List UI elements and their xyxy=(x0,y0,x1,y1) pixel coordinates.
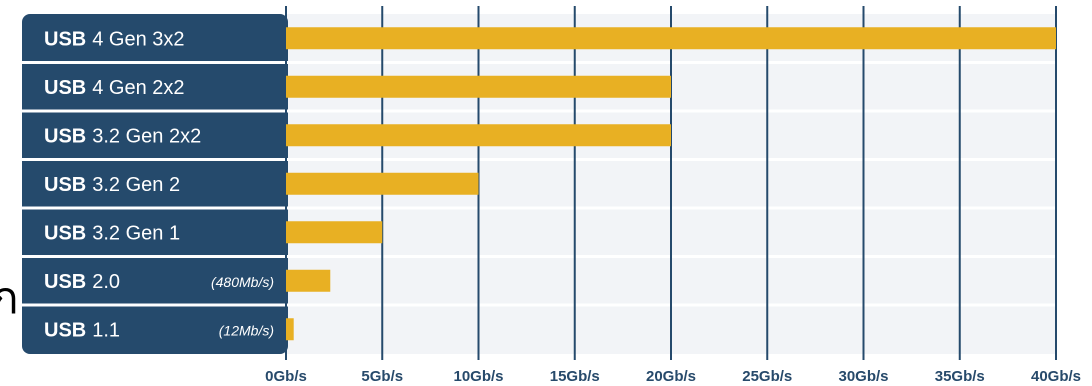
x-tick-label: 20Gb/s xyxy=(646,368,696,385)
category-name: 3.2 Gen 2 xyxy=(92,174,180,196)
x-tick-label: 35Gb/s xyxy=(935,368,985,385)
bar xyxy=(286,172,479,195)
category-name: 1.1 xyxy=(92,319,120,341)
category-name: 3.2 Gen 2x2 xyxy=(92,125,201,147)
bar xyxy=(286,221,383,244)
bar xyxy=(286,27,1056,50)
x-tick-label: 0Gb/s xyxy=(265,368,307,385)
category-prefix: USB xyxy=(44,271,86,293)
category-prefix: USB xyxy=(44,222,86,244)
category-prefix: USB xyxy=(44,77,86,99)
bar xyxy=(286,75,671,98)
bar xyxy=(286,269,331,292)
category-prefix: USB xyxy=(44,125,86,147)
x-tick-label: 40Gb/s xyxy=(1031,368,1081,385)
category-prefix: USB xyxy=(44,319,86,341)
label-panel xyxy=(22,14,288,354)
x-tick-label: 10Gb/s xyxy=(453,368,503,385)
category-prefix: USB xyxy=(44,28,86,50)
category-label: USB 3.2 Gen 1 xyxy=(44,222,180,244)
bar xyxy=(286,318,294,341)
x-tick-label: 5Gb/s xyxy=(361,368,403,385)
bar xyxy=(286,124,671,147)
category-label: USB 4 Gen 3x2 xyxy=(44,28,185,50)
category-name: 4 Gen 3x2 xyxy=(92,28,184,50)
category-name: 3.2 Gen 1 xyxy=(92,222,180,244)
category-note: (480Mb/s) xyxy=(211,274,274,290)
category-label: USB 3.2 Gen 2 xyxy=(44,174,180,196)
x-tick-label: 25Gb/s xyxy=(742,368,792,385)
category-label: USB 3.2 Gen 2x2 xyxy=(44,125,201,147)
category-label: USB 1.1 xyxy=(44,319,120,341)
category-label: USB 4 Gen 2x2 xyxy=(44,77,185,99)
x-tick-label: 30Gb/s xyxy=(838,368,888,385)
stray-glyph: ก xyxy=(0,274,19,323)
category-prefix: USB xyxy=(44,174,86,196)
category-name: 2.0 xyxy=(92,271,120,293)
category-name: 4 Gen 2x2 xyxy=(92,77,184,99)
category-note: (12Mb/s) xyxy=(219,322,274,338)
x-tick-label: 15Gb/s xyxy=(550,368,600,385)
category-label: USB 2.0 xyxy=(44,271,120,293)
